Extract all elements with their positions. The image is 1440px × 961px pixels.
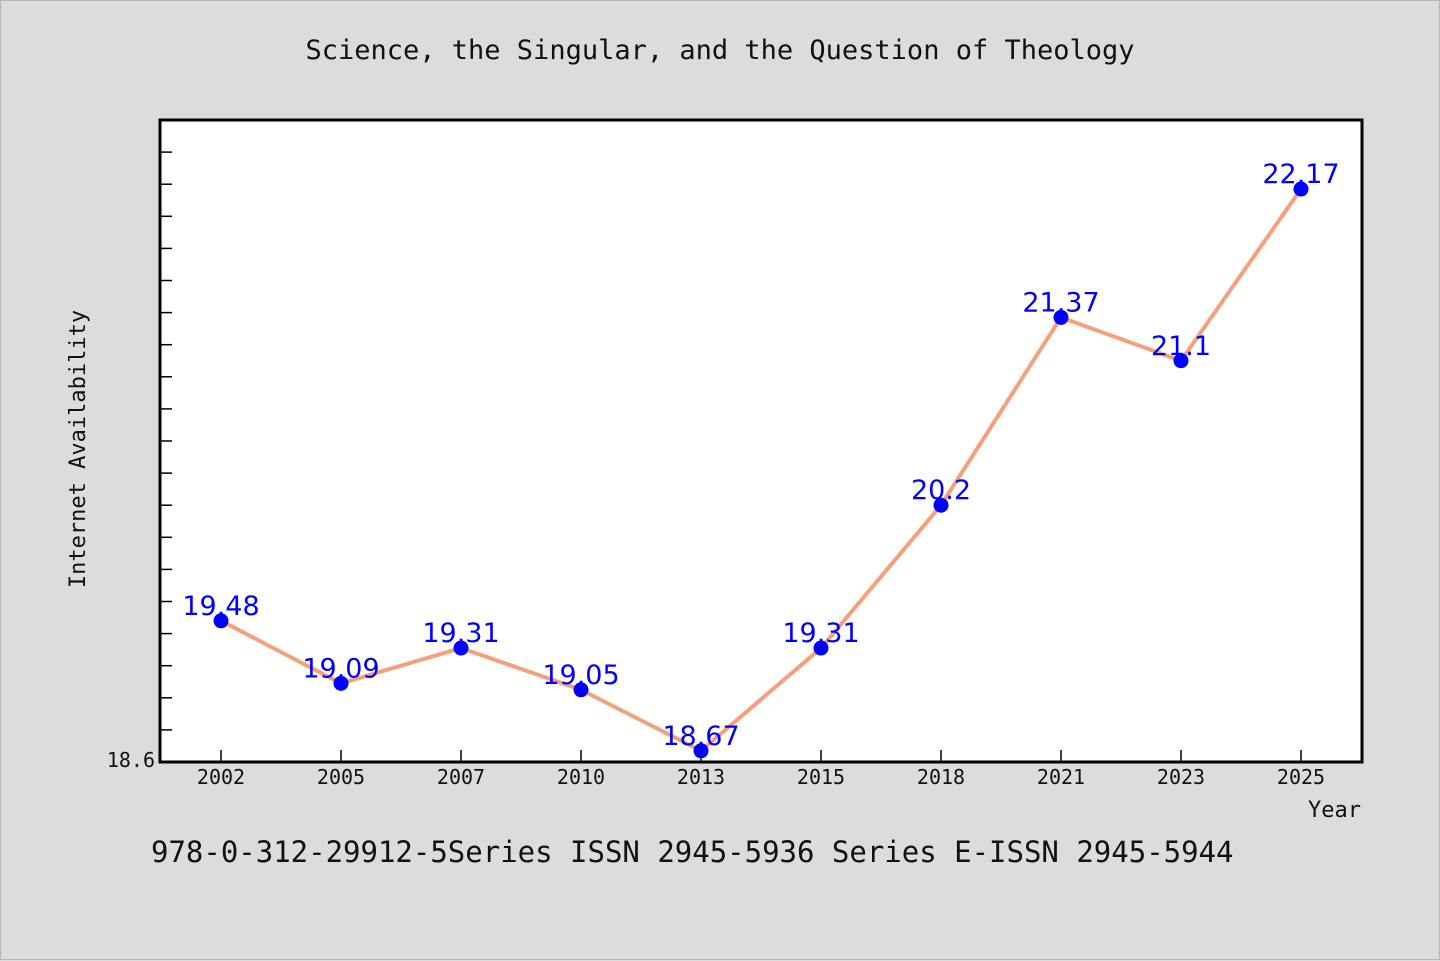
x-tick-label: 2007 xyxy=(437,765,485,789)
x-tick-label: 2023 xyxy=(1157,765,1205,789)
isbn-issn-footer: 978-0-312-29912-5Series ISSN 2945-5936 S… xyxy=(151,835,1234,869)
y-minor-ticks xyxy=(160,151,172,731)
data-label: 21.1 xyxy=(1151,331,1211,362)
y-tick-label: 18.6 xyxy=(107,748,155,772)
data-point xyxy=(933,497,949,513)
x-tick-label: 2010 xyxy=(557,765,605,789)
data-label: 22.17 xyxy=(1262,159,1339,190)
x-axis-title: Year xyxy=(1308,798,1361,823)
x-tick-label: 2021 xyxy=(1037,765,1085,789)
x-tick-label: 2025 xyxy=(1277,765,1325,789)
x-ticks xyxy=(220,750,1302,762)
data-label: 18.67 xyxy=(662,721,739,752)
data-point xyxy=(333,675,349,691)
data-label: 19.31 xyxy=(782,618,859,649)
x-tick-labels: 2002 2005 2007 2010 2013 2015 2018 2021 2023 2025 xyxy=(197,765,1325,789)
data-label: 19.09 xyxy=(302,653,379,684)
data-label: 19.31 xyxy=(422,618,499,649)
x-tick-label: 2002 xyxy=(197,765,245,789)
data-labels: 19.48 19.09 19.31 19.05 18.67 19.31 20.2 21.37 2… xyxy=(182,159,1339,752)
data-point xyxy=(1173,353,1189,369)
data-point xyxy=(453,640,469,656)
data-point xyxy=(1293,181,1309,197)
x-tick-label: 2013 xyxy=(677,765,725,789)
series-line xyxy=(220,187,1303,753)
data-label: 21.37 xyxy=(1022,287,1099,318)
plot-area xyxy=(158,118,1364,764)
data-point xyxy=(813,640,829,656)
data-point xyxy=(573,682,589,698)
chart-title: Science, the Singular, and the Question … xyxy=(305,35,1135,66)
x-tick-label: 2015 xyxy=(797,765,845,789)
data-label: 19.48 xyxy=(182,591,259,622)
series-markers xyxy=(213,181,1309,759)
data-point xyxy=(693,743,709,759)
data-label: 20.2 xyxy=(911,475,971,506)
data-label: 19.05 xyxy=(542,660,619,691)
x-tick-label: 2005 xyxy=(317,765,365,789)
data-point xyxy=(213,613,229,629)
data-point xyxy=(1053,309,1069,325)
x-tick-label: 2018 xyxy=(917,765,965,789)
y-axis-title: Internet Availability xyxy=(66,310,91,588)
